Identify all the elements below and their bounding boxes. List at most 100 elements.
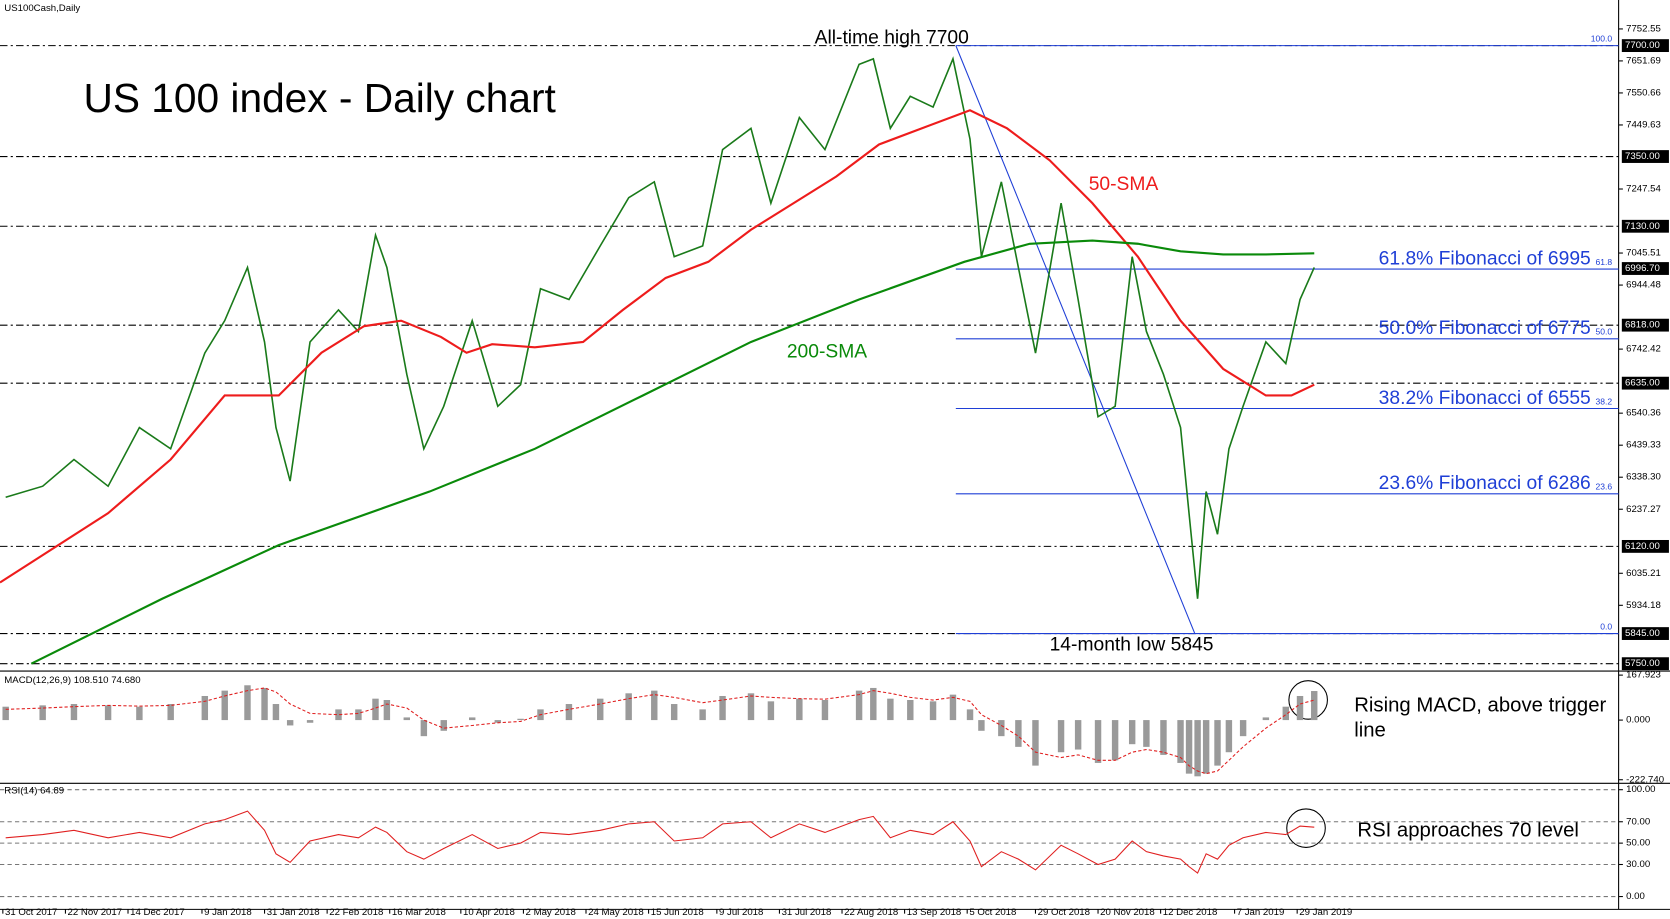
x-tick-label: 24 May 2018: [588, 907, 644, 918]
x-tick-label: 22 Nov 2017: [68, 907, 123, 918]
macd-bar: [1296, 695, 1304, 721]
macd-bar: [355, 709, 362, 721]
macd-bar: [907, 700, 914, 721]
fib-ratio: 38.2: [1596, 396, 1613, 406]
macd-bar: [136, 706, 143, 721]
x-tick-label: 22 Feb 2018: [329, 907, 383, 918]
y-tick-label: 5934.18: [1626, 600, 1661, 611]
macd-bar: [70, 704, 78, 721]
macd-bar: [1177, 720, 1184, 763]
x-tick-label: 29 Jan 2019: [1299, 907, 1352, 918]
y-tick-label: 6439.33: [1626, 440, 1661, 451]
annotation: Rising MACD, above trigger line: [1354, 694, 1607, 742]
level-box: [1621, 657, 1669, 671]
macd-bar: [1074, 720, 1082, 750]
macd-bar: [747, 693, 755, 721]
last-price-box: [1621, 262, 1669, 275]
macd-bar: [244, 685, 251, 721]
level-box: [1621, 318, 1669, 332]
macd-bar: [1160, 720, 1167, 755]
macd-bar: [420, 720, 428, 737]
y-tick-label: 6035.21: [1626, 568, 1661, 579]
macd-bar: [272, 704, 280, 721]
macd-bar: [1282, 706, 1290, 721]
macd-bar: [440, 720, 447, 731]
y-tick-label: 70.00: [1626, 816, 1650, 827]
macd-bar: [1015, 720, 1022, 747]
macd-bar: [335, 709, 342, 721]
y-tick-label: 0.00: [1626, 891, 1645, 902]
y-tick-label: 6338.30: [1626, 472, 1661, 483]
y-tick-label: -222.740: [1626, 774, 1664, 785]
macd-bar: [403, 717, 410, 721]
macd-bar: [949, 694, 957, 721]
y-tick-label: 7449.63: [1626, 120, 1661, 131]
macd-bar: [1111, 720, 1119, 761]
fib-label: 38.2% Fibonacci of 6555: [1379, 388, 1591, 409]
last-price-label: 6996.70: [1625, 263, 1660, 274]
macd-bar: [1128, 720, 1136, 745]
macd-bar: [565, 704, 573, 721]
macd-bar: [1094, 720, 1102, 763]
x-tick-label: 22 Aug 2018: [844, 907, 898, 918]
level-label: 7130.00: [1625, 221, 1660, 232]
macd-bar: [1262, 717, 1270, 721]
macd-bar: [887, 698, 894, 721]
fib-ratio: 23.6: [1596, 482, 1613, 492]
annotation: 14-month low 5845: [1050, 635, 1214, 656]
level-label: 6818.00: [1625, 320, 1660, 331]
macd-bar: [978, 720, 985, 731]
macd-bar: [966, 709, 974, 721]
symbol-label: US100Cash,Daily: [4, 3, 80, 14]
level-box: [1621, 539, 1669, 553]
series-label: 50-SMA: [1089, 174, 1159, 195]
x-tick-label: 31 Jul 2018: [782, 907, 832, 918]
macd-bar: [1057, 720, 1065, 753]
annotation-box: Rising MACD, above trigger line: [1354, 694, 1607, 742]
macd-bar: [383, 700, 391, 721]
y-tick-label: 6540.36: [1626, 408, 1661, 419]
x-tick-label: 13 Sep 2018: [907, 907, 962, 918]
macd-bar: [821, 700, 829, 721]
macd-bar: [494, 720, 502, 723]
x-tick-label: 31 Oct 2017: [5, 907, 57, 918]
y-tick-label: 7752.55: [1626, 23, 1661, 34]
macd-bar: [469, 717, 476, 721]
fib-label: 50.0% Fibonacci of 6775: [1379, 318, 1591, 339]
macd-bar: [2, 706, 9, 721]
macd-bar: [1185, 720, 1193, 774]
macd-bar: [1032, 720, 1039, 766]
macd-bar: [221, 690, 228, 721]
macd-bar: [104, 705, 112, 721]
series-label: 200-SMA: [787, 342, 867, 363]
sma-line: [30, 239, 1315, 665]
fib-ratio: 0.0: [1600, 621, 1612, 631]
highlight-circle: [1286, 808, 1326, 848]
indicator-line: [5, 810, 1315, 874]
y-tick-label: 0.000: [1626, 715, 1650, 726]
fib-ratio: 100.0: [1591, 33, 1613, 43]
y-tick-label: 6237.27: [1626, 504, 1661, 515]
macd-bar: [1194, 720, 1201, 777]
x-tick-label: 9 Jan 2018: [204, 907, 252, 918]
chart-title: US 100 index - Daily chart: [84, 75, 556, 121]
y-tick-label: 6742.42: [1626, 344, 1661, 355]
annotation: RSI approaches 70 level: [1357, 820, 1579, 842]
macd-bar: [1311, 691, 1318, 721]
y-tick-label: 6944.48: [1626, 280, 1661, 291]
y-tick-label: 30.00: [1626, 859, 1650, 870]
level-label: 6120.00: [1625, 541, 1660, 552]
macd-bar: [201, 695, 209, 721]
x-tick-label: 14 Dec 2017: [130, 907, 185, 918]
macd-bar: [597, 698, 604, 721]
annotation: All-time high 7700: [815, 28, 969, 49]
y-tick-label: 100.00: [1626, 784, 1655, 795]
indicator-label: RSI(14) 64.89: [4, 785, 64, 796]
x-tick-label: 2 May 2018: [526, 907, 576, 918]
y-tick-label: 7550.66: [1626, 87, 1661, 98]
macd-bar: [625, 693, 632, 721]
x-tick-label: 20 Nov 2018: [1100, 907, 1155, 918]
macd-bar: [719, 695, 726, 721]
level-label: 6635.00: [1625, 378, 1660, 389]
